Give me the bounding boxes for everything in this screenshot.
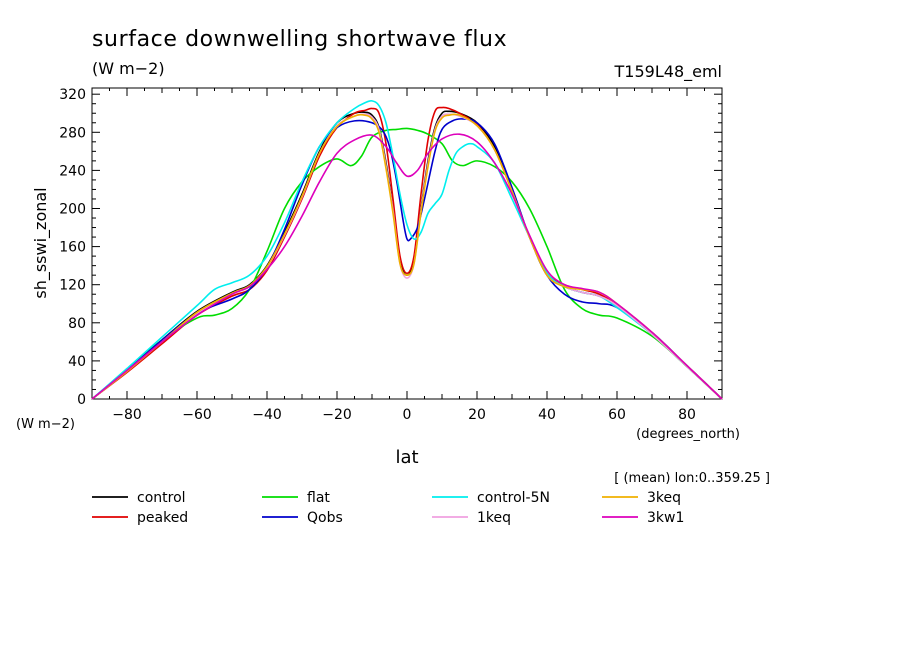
y-tick-label: 80 (68, 316, 86, 332)
legend-label-3keq: 3keq (647, 490, 681, 506)
series-line-1keq (91, 113, 723, 400)
y-tick-label: 280 (59, 125, 86, 141)
plot-frame (91, 87, 723, 400)
legend-label-qobs: Qobs (307, 510, 343, 526)
legend-label-control: control (137, 490, 186, 506)
mean-note: [ (mean) lon:0..359.25 ] (614, 471, 770, 486)
y-tick-label: 200 (59, 201, 86, 217)
x-tick-label: −60 (182, 407, 212, 423)
legend-label-control-5n: control-5N (477, 490, 550, 506)
x-axis-label: lat (395, 447, 418, 468)
x-tick-label: 40 (538, 407, 556, 423)
y-axis-units: (W m−2) (16, 417, 75, 432)
run-label: T159L48_eml (614, 62, 722, 82)
y-tick-label: 160 (59, 240, 86, 256)
chart-title: surface downwelling shortwave flux (92, 27, 507, 52)
series-line-control-5n (91, 99, 723, 400)
y-tick-label: 0 (77, 392, 86, 408)
series-line-3keq (91, 113, 723, 400)
x-tick-label: −40 (252, 407, 282, 423)
x-axis-units: (degrees_north) (636, 427, 740, 442)
legend: control peaked flat Qobs control-5N 1keq 3keq 3… (92, 490, 684, 526)
series-line-control (91, 110, 723, 400)
x-tick-label: −20 (322, 407, 352, 423)
legend-label-3kw1: 3kw1 (647, 510, 684, 526)
x-tick-label: 20 (468, 407, 486, 423)
series-line-peaked (91, 106, 723, 400)
y-tick-label: 120 (59, 278, 86, 294)
y-tick-label: 240 (59, 163, 86, 179)
x-tick-label: −80 (112, 407, 142, 423)
y-tick-label: 320 (59, 87, 86, 103)
y-axis: 0 40 80 120 160 200 240 280 320 (59, 87, 722, 408)
series-line-qobs (91, 118, 723, 400)
y-axis-label: sh_sswi_zonal (31, 187, 51, 298)
chart-units: (W m−2) (92, 59, 165, 78)
x-tick-label: 60 (608, 407, 626, 423)
legend-label-1keq: 1keq (477, 510, 511, 526)
legend-label-flat: flat (307, 490, 330, 506)
x-axis: −80 −60 −40 −20 0 20 40 60 80 (91, 88, 723, 423)
series-lines (91, 99, 723, 400)
series-line-flat (91, 127, 723, 400)
series-line-3kw1 (91, 133, 723, 400)
x-tick-label: 0 (403, 407, 412, 423)
y-tick-label: 40 (68, 354, 86, 370)
x-tick-label: 80 (678, 407, 696, 423)
legend-label-peaked: peaked (137, 510, 188, 526)
